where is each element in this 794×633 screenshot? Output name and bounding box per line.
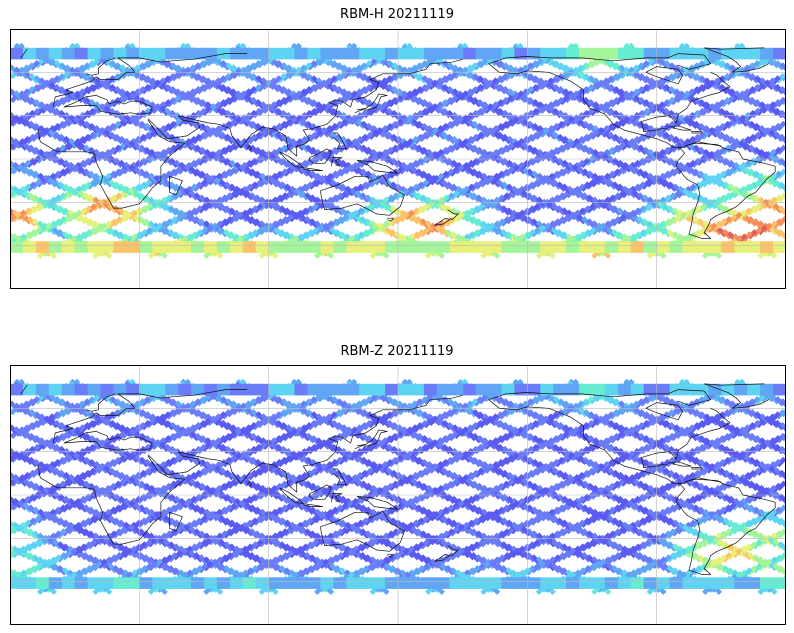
swath-footprint [778, 109, 786, 121]
swath-footprint [10, 213, 17, 225]
swath-footprint [778, 157, 786, 168]
map-rbm-h [10, 29, 786, 289]
swath-layer [10, 42, 786, 259]
swath-footprint [778, 133, 786, 145]
swath-footprint [779, 86, 786, 97]
panel-title-rbm-h: RBM-H 20211119 [340, 7, 454, 22]
